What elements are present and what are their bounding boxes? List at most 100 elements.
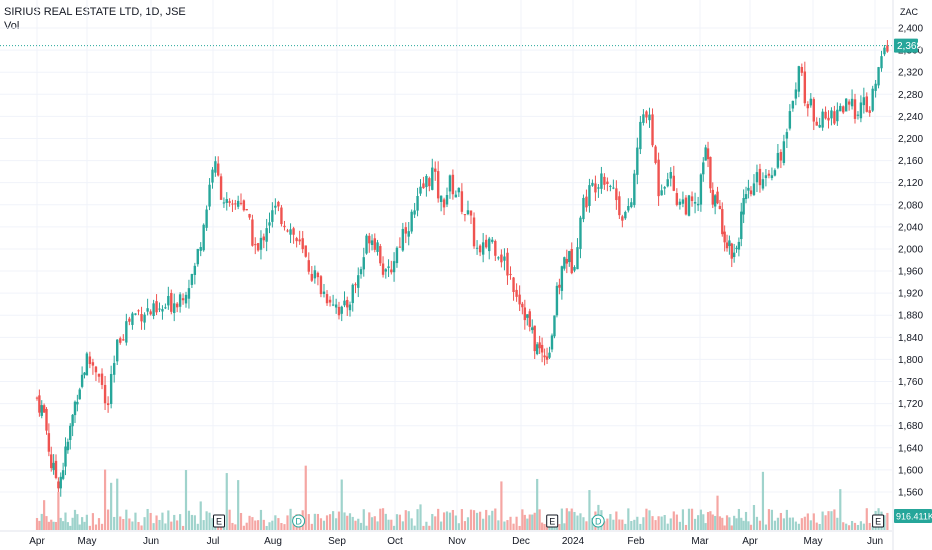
volume-bar <box>588 490 591 530</box>
candle-body <box>594 183 597 193</box>
x-tick-label: 2024 <box>562 536 585 547</box>
volume-bar <box>528 514 531 530</box>
y-tick-label: 2,280 <box>898 90 923 101</box>
candle-body <box>69 425 72 440</box>
candle-body <box>442 199 446 208</box>
candle-body <box>38 395 41 413</box>
volume-bar <box>307 514 310 530</box>
candle-body <box>730 243 733 259</box>
candle-body <box>310 273 314 281</box>
candle-body <box>228 201 231 203</box>
volume-bar <box>573 511 576 530</box>
candle-body <box>448 175 452 192</box>
candle-body <box>545 356 549 360</box>
candle-body <box>407 231 410 237</box>
candle-body <box>579 217 582 249</box>
candle-body <box>868 110 871 113</box>
candle-body <box>100 373 104 385</box>
candle-body <box>242 200 246 211</box>
volume-bar <box>684 524 688 530</box>
candle-body <box>73 401 77 416</box>
volume-bar <box>482 518 485 530</box>
volume-bar <box>322 520 326 530</box>
candle-body <box>585 196 588 208</box>
candle-body <box>88 356 92 365</box>
candle-body <box>146 308 149 312</box>
y-tick-label: 1,960 <box>898 267 923 278</box>
volume-bar <box>687 508 691 530</box>
volume-bar <box>57 492 60 530</box>
volume-bar <box>560 508 563 530</box>
candle-body <box>122 339 125 341</box>
candle-body <box>883 47 886 55</box>
candle-body <box>322 291 326 294</box>
volume-bar <box>791 517 794 530</box>
volume-bar <box>173 514 176 530</box>
candle-body <box>422 183 425 189</box>
symbol-title: SIRIUS REAL ESTATE LTD, 1D, JSE <box>4 6 186 18</box>
candle-body <box>410 211 413 232</box>
candle-body <box>874 83 877 91</box>
candle-body <box>187 288 191 299</box>
volume-bar <box>503 521 506 530</box>
candle-body <box>654 146 657 163</box>
candle-body <box>687 195 691 216</box>
x-tick-label: Aug <box>264 536 282 547</box>
candle-body <box>125 321 128 343</box>
volume-bar <box>457 523 460 530</box>
volume-bar <box>651 516 654 530</box>
candle-body <box>190 273 194 285</box>
volume-bar <box>88 525 91 530</box>
candle-body <box>612 187 615 189</box>
y-tick-label: 1,560 <box>898 488 923 499</box>
volume-bar <box>442 512 446 530</box>
candle-body <box>387 266 390 268</box>
candle-body <box>806 104 810 109</box>
y-tick-label: 1,680 <box>898 421 923 432</box>
candle-body <box>50 454 53 469</box>
volume-bar <box>283 524 286 530</box>
candle-body <box>506 252 509 276</box>
volume-bar <box>35 518 39 530</box>
candle-body <box>764 175 768 179</box>
candle-body <box>675 193 679 205</box>
candle-body <box>830 110 833 119</box>
earnings-marker <box>213 514 225 528</box>
candle-body <box>821 111 824 128</box>
volume-bar <box>202 520 205 530</box>
x-tick-label: Jul <box>207 536 220 547</box>
volume-bar <box>332 511 335 530</box>
volume-bar <box>657 516 660 530</box>
candle-body <box>225 199 228 203</box>
candle-body <box>842 106 845 113</box>
volume-bar <box>833 509 836 530</box>
volume-bar <box>856 524 860 530</box>
volume-bar <box>636 516 639 530</box>
candle-body <box>788 111 792 129</box>
candle-body <box>791 100 795 109</box>
candle-body <box>184 294 188 304</box>
candle-body <box>755 172 759 183</box>
candle-body <box>518 294 521 305</box>
volume-bar <box>718 516 721 530</box>
volume-bar <box>181 525 185 530</box>
volume-bar <box>633 519 636 530</box>
y-tick-label: 1,920 <box>898 289 923 300</box>
candle-body <box>568 251 571 263</box>
candle-body <box>343 300 346 306</box>
candle-body <box>678 201 682 205</box>
candle-body <box>64 446 67 467</box>
candle-body <box>199 247 202 251</box>
candle-body <box>152 303 155 317</box>
volume-bar <box>325 515 329 530</box>
candle-body <box>307 260 310 272</box>
candle-body <box>78 389 81 400</box>
candle-body <box>208 184 211 207</box>
candle-body <box>609 185 612 187</box>
candle-body <box>116 339 119 362</box>
candle-body <box>633 173 636 206</box>
candle-body <box>85 353 89 376</box>
candle-body <box>280 207 283 225</box>
volume-bar <box>576 515 579 530</box>
